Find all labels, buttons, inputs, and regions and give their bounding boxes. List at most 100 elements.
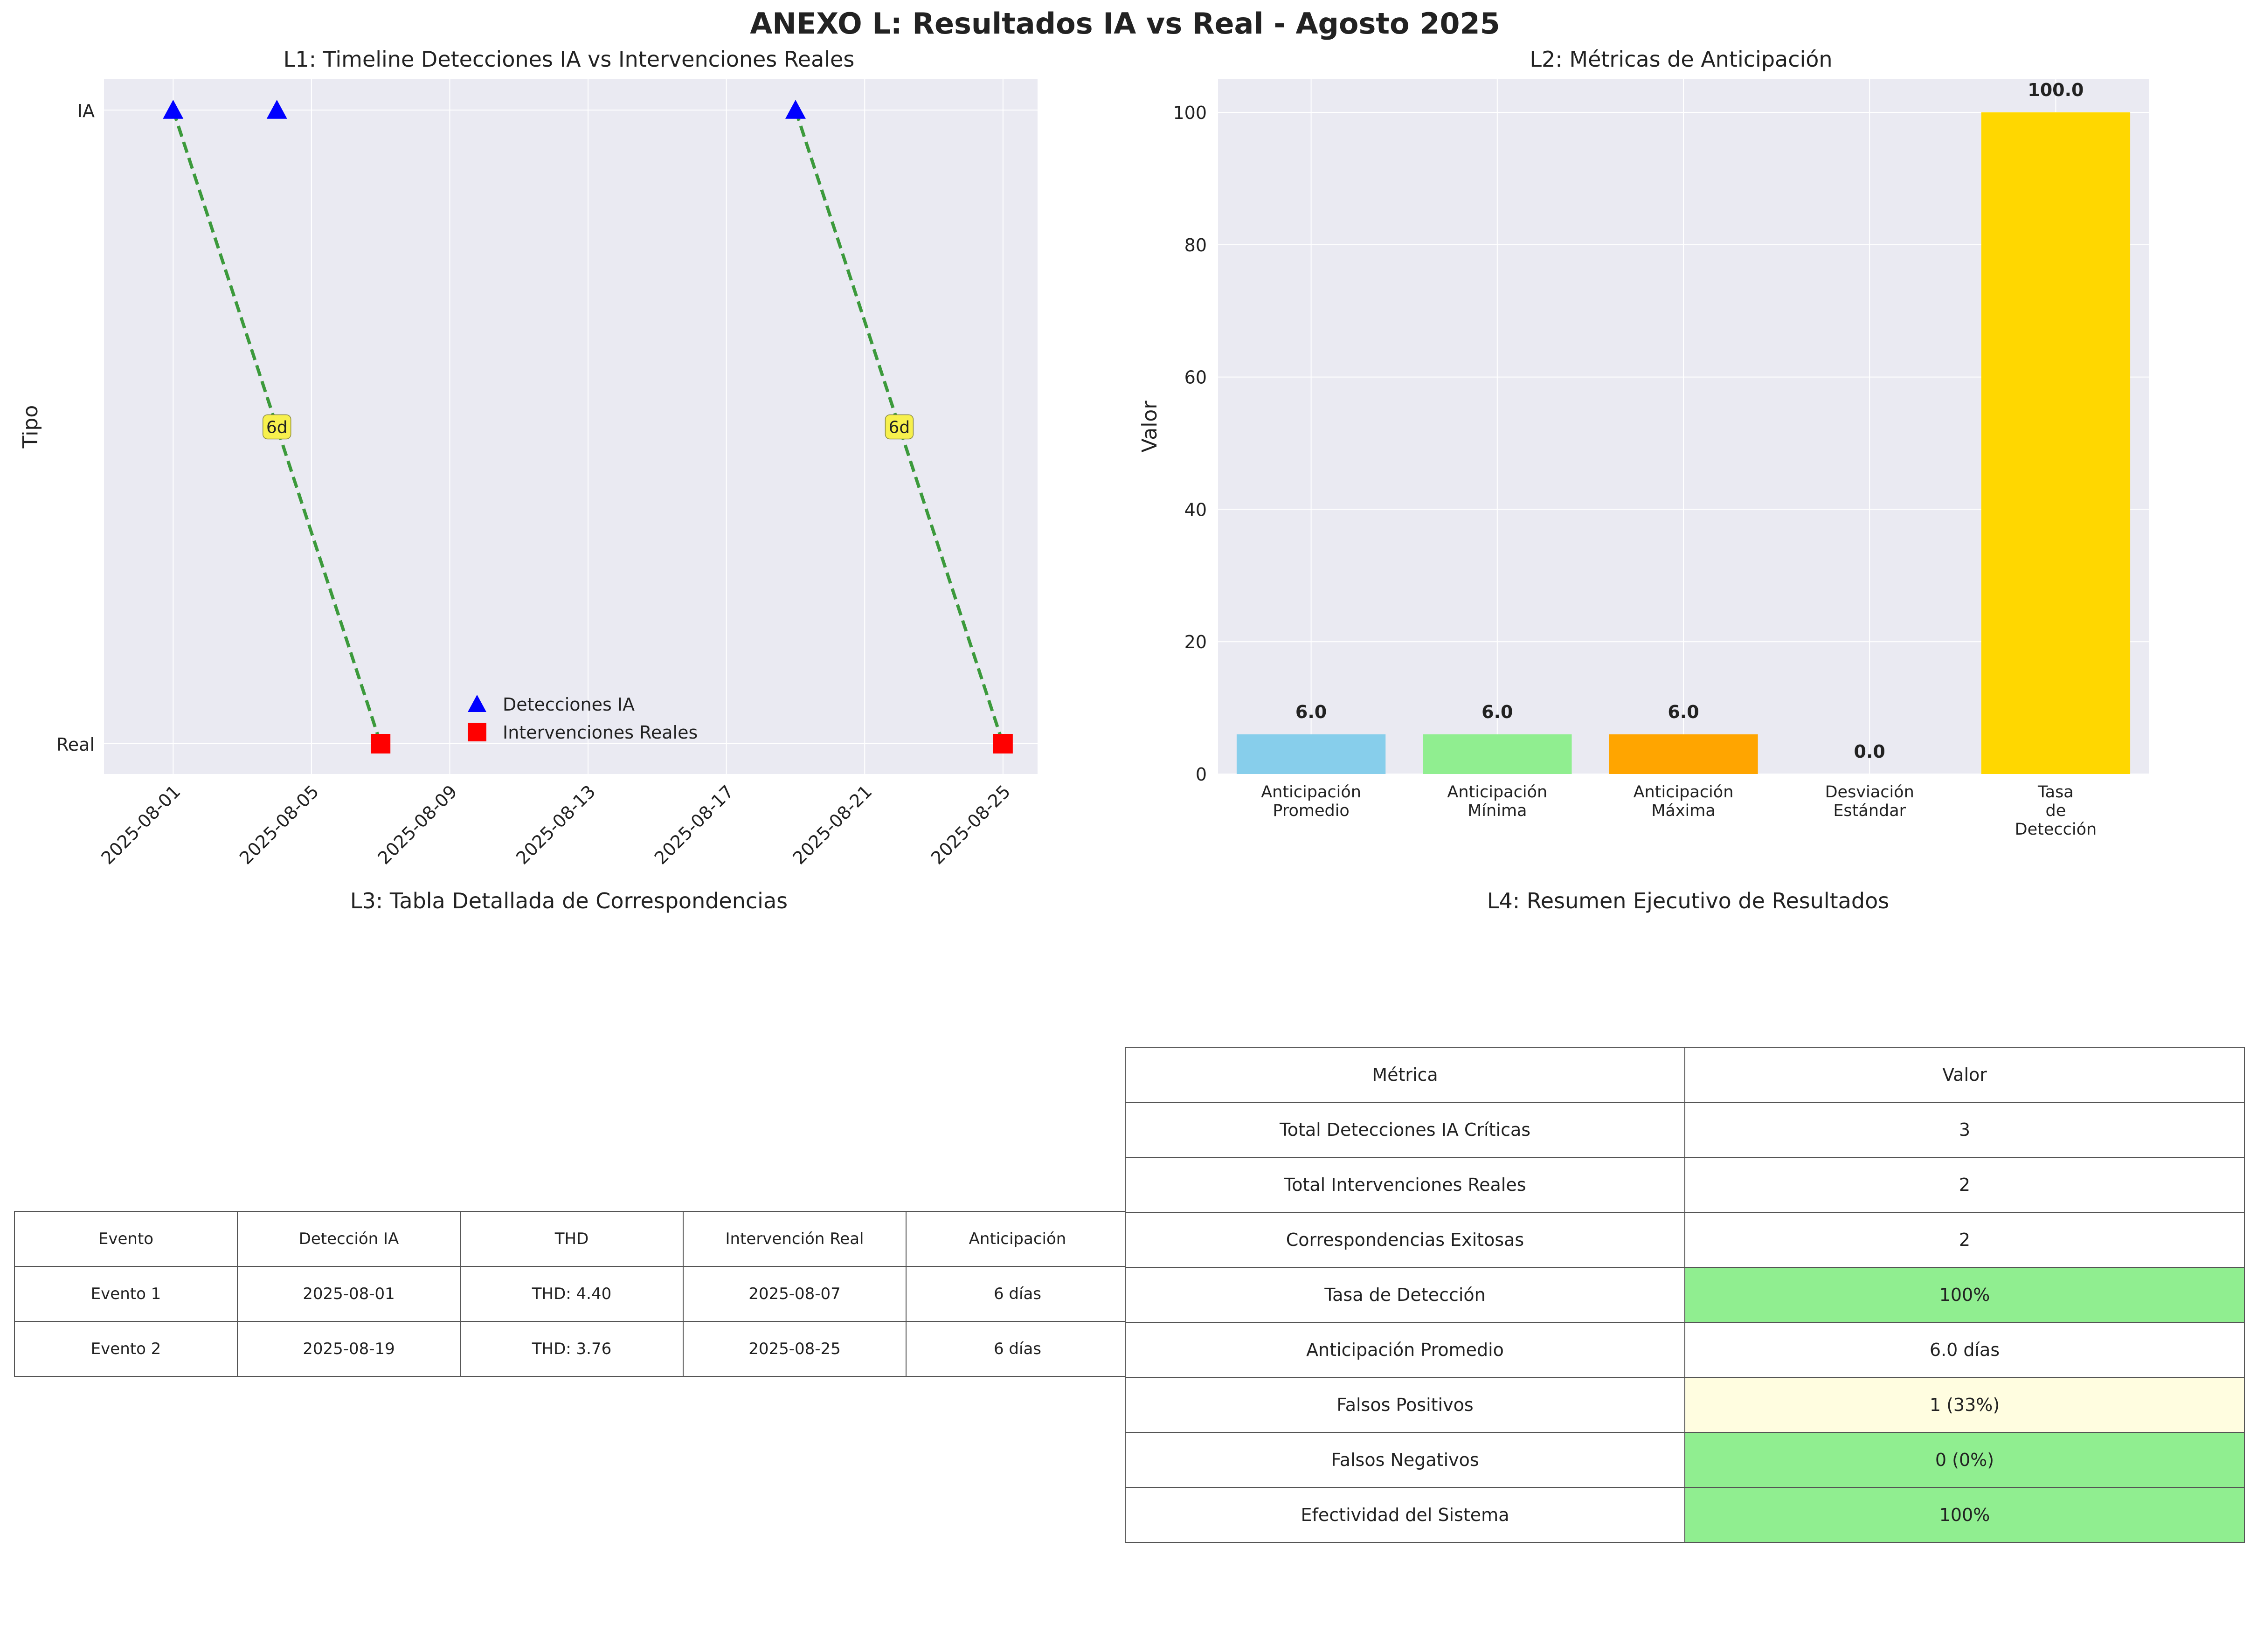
- l3-cell: Evento 2: [14, 1321, 238, 1377]
- metric-value-cell: 100%: [1684, 1487, 2245, 1543]
- l1-ia-detection-point: [163, 100, 184, 119]
- table-row: Correspondencias Exitosas 2: [1125, 1212, 2245, 1268]
- table-row: Total Intervenciones Reales 2: [1125, 1157, 2245, 1213]
- metric-name-cell: Falsos Positivos: [1125, 1377, 1685, 1433]
- l1-link-line: [171, 109, 382, 745]
- l2-bar-value-label: 6.0: [1668, 702, 1699, 722]
- l2-y-tick-label: 40: [1184, 499, 1207, 520]
- l2-bar: [1981, 112, 2131, 774]
- metric-value-cell: 2: [1684, 1212, 2245, 1268]
- l1-legend-ia-marker: [468, 695, 486, 712]
- l1-real-intervention-point: [371, 734, 391, 753]
- l2-bar: [1236, 734, 1386, 774]
- l2-bar: [1423, 734, 1572, 774]
- table-row: Efectividad del Sistema 100%: [1125, 1487, 2245, 1543]
- l1-x-tick-label: 2025-08-13: [512, 781, 599, 868]
- metric-value-cell: 2: [1684, 1157, 2245, 1213]
- l2-y-tick-label: 20: [1184, 632, 1207, 652]
- l1-link-label-box: [885, 414, 914, 440]
- l1-y-tick-label: Real: [56, 734, 95, 755]
- l4-header-row: Métrica Valor: [1125, 1047, 2245, 1103]
- metric-value-cell: 1 (33%): [1684, 1377, 2245, 1433]
- metric-value-cell: 100%: [1684, 1267, 2245, 1323]
- l2-bar-value-label: 0.0: [1854, 741, 1885, 762]
- l2-x-category-label: Anticipación: [1447, 783, 1547, 802]
- table-row: Falsos Positivos 1 (33%): [1125, 1377, 2245, 1433]
- l3-cell: 2025-08-01: [237, 1266, 461, 1322]
- l1-link-label-box: [262, 414, 291, 440]
- figure-title: ANEXO L: Resultados IA vs Real - Agosto …: [750, 7, 1500, 41]
- l3-cell: 6 días: [906, 1321, 1129, 1377]
- l1-legend-real-label: Intervenciones Reales: [503, 722, 698, 743]
- l2-bar-value-label: 100.0: [2028, 80, 2084, 100]
- metric-name-cell: Anticipación Promedio: [1125, 1322, 1685, 1378]
- l1-x-tick-label: 2025-08-09: [374, 781, 461, 868]
- l1-link-label: 6d: [889, 418, 910, 437]
- l2-x-category-label: Máxima: [1651, 802, 1716, 820]
- l3-correspondence-table: Evento Detección IA THD Intervención Real An…: [14, 1211, 1129, 1377]
- l3-cell: 2025-08-19: [237, 1321, 461, 1377]
- l1-y-tick-label: IA: [77, 101, 95, 121]
- l2-x-category-label: Estándar: [1833, 802, 1906, 820]
- l4-header-cell: Métrica: [1125, 1047, 1685, 1103]
- l1-plot-area: [104, 79, 1038, 774]
- l2-title: L2: Métricas de Anticipación: [1530, 47, 1833, 72]
- l1-real-intervention-point: [993, 734, 1013, 753]
- l3-cell: Evento 1: [14, 1266, 238, 1322]
- l3-cell: 6 días: [906, 1266, 1129, 1322]
- l3-header-cell: Anticipación: [906, 1211, 1129, 1267]
- l3-cell: 2025-08-07: [683, 1266, 907, 1322]
- l2-x-category-label: Promedio: [1273, 802, 1350, 820]
- metric-value-cell: 3: [1684, 1102, 2245, 1158]
- l3-header-cell: Intervención Real: [683, 1211, 907, 1267]
- l2-x-category-label: Anticipación: [1634, 783, 1734, 802]
- metric-name-cell: Tasa de Detección: [1125, 1267, 1685, 1323]
- l1-legend-real-marker: [468, 723, 486, 741]
- l3-header-cell: Detección IA: [237, 1211, 461, 1267]
- l2-y-axis-label: Valor: [1138, 401, 1162, 453]
- metric-name-cell: Correspondencias Exitosas: [1125, 1212, 1685, 1268]
- l1-x-tick-label: 2025-08-17: [651, 781, 738, 868]
- l1-x-tick-label: 2025-08-21: [789, 781, 876, 868]
- l1-ia-detection-point: [785, 100, 806, 119]
- l2-bar-value-label: 6.0: [1295, 702, 1327, 722]
- l2-y-tick-label: 60: [1184, 367, 1207, 388]
- metric-name-cell: Total Intervenciones Reales: [1125, 1157, 1685, 1213]
- l1-x-tick-label: 2025-08-01: [97, 781, 184, 868]
- l1-x-tick-label: 2025-08-05: [235, 781, 323, 868]
- l4-summary-table: Métrica Valor Total Detecciones IA Crítica…: [1125, 1047, 2245, 1543]
- metric-name-cell: Total Detecciones IA Críticas: [1125, 1102, 1685, 1158]
- l2-y-tick-label: 80: [1184, 235, 1207, 256]
- l2-y-tick-label: 100: [1173, 103, 1207, 123]
- metric-value-cell: 6.0 días: [1684, 1322, 2245, 1378]
- l3-cell: 2025-08-25: [683, 1321, 907, 1377]
- metric-name-cell: Falsos Negativos: [1125, 1432, 1685, 1488]
- l1-title: L1: Timeline Detecciones IA vs Intervenc…: [283, 47, 855, 72]
- table-row: Falsos Negativos 0 (0%): [1125, 1432, 2245, 1488]
- table-row: Evento 2 2025-08-19 THD: 3.76 2025-08-25 6 d…: [14, 1321, 1129, 1377]
- table-row: Total Detecciones IA Críticas 3: [1125, 1102, 2245, 1158]
- l2-metrics-bar-chart: 020406080100Valor6.0AnticipaciónPromedio…: [1138, 79, 2149, 839]
- table-row: Anticipación Promedio 6.0 días: [1125, 1322, 2245, 1378]
- l3-title: L3: Tabla Detallada de Correspondencias: [350, 888, 788, 913]
- l2-bar: [1609, 734, 1758, 774]
- l2-x-category-label: de: [2046, 802, 2066, 820]
- l2-y-tick-label: 0: [1196, 764, 1207, 785]
- l3-header-cell: Evento: [14, 1211, 238, 1267]
- l1-x-tick-label: 2025-08-25: [927, 781, 1014, 868]
- l2-bar-value-label: 6.0: [1482, 702, 1513, 722]
- l2-x-category-label: Anticipación: [1261, 783, 1361, 802]
- l3-header-row: Evento Detección IA THD Intervención Real An…: [14, 1211, 1129, 1267]
- l3-cell: THD: 3.76: [460, 1321, 684, 1377]
- l2-x-category-label: Detección: [2015, 820, 2097, 839]
- l1-ia-detection-point: [266, 100, 287, 119]
- l1-link-line: [794, 109, 1005, 745]
- table-row: Evento 1 2025-08-01 THD: 4.40 2025-08-07 6 d…: [14, 1266, 1129, 1322]
- l2-x-category-label: Tasa: [2037, 783, 2074, 802]
- l1-timeline-chart: Real IA Tipo 2025-08-01 2025-08-05 2025-08-09…: [19, 79, 1038, 869]
- l3-header-cell: THD: [460, 1211, 684, 1267]
- l2-x-category-label: Mínima: [1468, 802, 1527, 820]
- l1-link-label: 6d: [266, 418, 288, 437]
- l2-x-category-label: Desviación: [1825, 783, 1914, 802]
- l1-legend-ia-label: Detecciones IA: [503, 694, 635, 715]
